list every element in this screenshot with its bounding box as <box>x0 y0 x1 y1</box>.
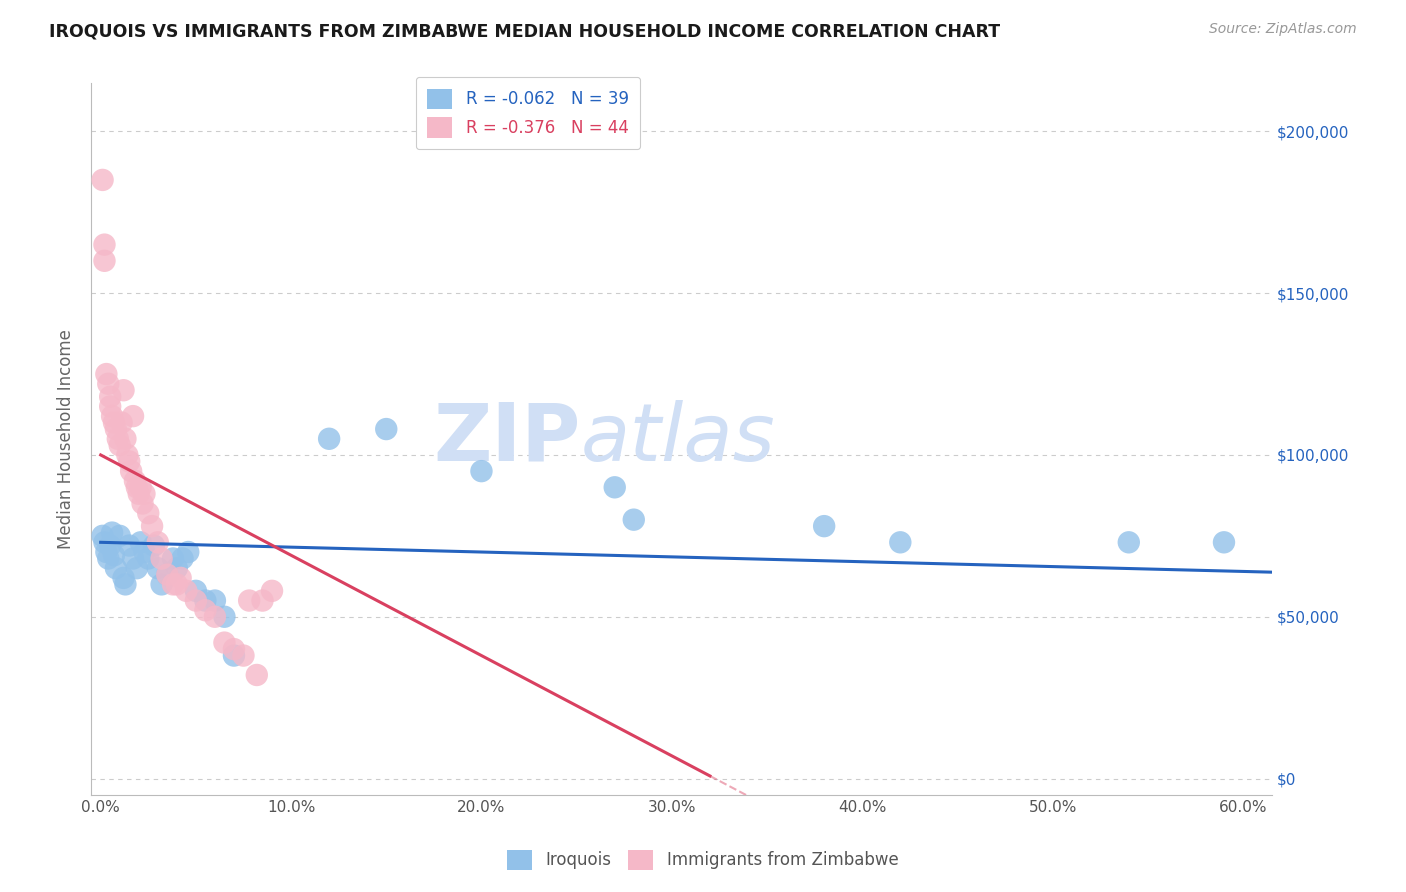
Point <box>131 496 153 510</box>
Point <box>166 577 188 591</box>
Point <box>176 583 198 598</box>
Point <box>184 583 207 598</box>
Point <box>889 535 911 549</box>
Point <box>162 577 184 591</box>
Point <box>101 525 124 540</box>
Point <box>91 529 114 543</box>
Point <box>603 480 626 494</box>
Point <box>108 438 131 452</box>
Point <box>172 551 194 566</box>
Point <box>470 464 492 478</box>
Point <box>93 237 115 252</box>
Point <box>136 506 159 520</box>
Point <box>98 390 121 404</box>
Text: ZIP: ZIP <box>434 400 581 478</box>
Point <box>318 432 340 446</box>
Text: atlas: atlas <box>581 400 776 478</box>
Point <box>214 609 236 624</box>
Point <box>104 561 127 575</box>
Point <box>169 571 191 585</box>
Point <box>166 561 188 575</box>
Point <box>246 668 269 682</box>
Point <box>120 464 142 478</box>
Point <box>97 551 120 566</box>
Point <box>134 487 156 501</box>
Point <box>93 253 115 268</box>
Point <box>96 545 118 559</box>
Text: IROQUOIS VS IMMIGRANTS FROM ZIMBABWE MEDIAN HOUSEHOLD INCOME CORRELATION CHART: IROQUOIS VS IMMIGRANTS FROM ZIMBABWE MED… <box>49 22 1000 40</box>
Legend: Iroquois, Immigrants from Zimbabwe: Iroquois, Immigrants from Zimbabwe <box>501 843 905 877</box>
Point <box>122 409 145 424</box>
Point <box>114 577 136 591</box>
Point <box>156 567 179 582</box>
Point <box>214 635 236 649</box>
Point <box>252 593 274 607</box>
Point <box>128 487 150 501</box>
Point <box>150 551 173 566</box>
Point <box>122 551 145 566</box>
Point <box>177 545 200 559</box>
Point <box>162 551 184 566</box>
Point <box>194 593 217 607</box>
Point <box>146 535 169 549</box>
Point <box>112 571 135 585</box>
Legend: R = -0.062   N = 39, R = -0.376   N = 44: R = -0.062 N = 39, R = -0.376 N = 44 <box>416 77 640 149</box>
Point <box>204 609 226 624</box>
Point <box>184 593 207 607</box>
Point <box>117 448 139 462</box>
Point <box>91 173 114 187</box>
Point <box>97 376 120 391</box>
Point <box>260 583 283 598</box>
Point <box>103 548 125 562</box>
Point <box>112 383 135 397</box>
Point <box>134 545 156 559</box>
Point <box>114 432 136 446</box>
Point <box>101 409 124 424</box>
Point <box>813 519 835 533</box>
Point <box>104 422 127 436</box>
Point <box>136 551 159 566</box>
Point <box>96 367 118 381</box>
Point <box>1118 535 1140 549</box>
Point <box>118 539 141 553</box>
Point <box>204 593 226 607</box>
Point <box>108 529 131 543</box>
Point <box>143 539 166 553</box>
Point <box>129 480 152 494</box>
Point <box>93 535 115 549</box>
Point <box>146 561 169 575</box>
Point <box>118 454 141 468</box>
Point <box>222 648 245 663</box>
Point <box>141 519 163 533</box>
Point <box>110 416 132 430</box>
Point <box>156 567 179 582</box>
Point <box>125 480 148 494</box>
Point <box>1213 535 1236 549</box>
Point <box>238 593 260 607</box>
Text: Source: ZipAtlas.com: Source: ZipAtlas.com <box>1209 22 1357 37</box>
Point <box>107 432 129 446</box>
Point <box>232 648 254 663</box>
Point <box>124 474 146 488</box>
Point <box>125 561 148 575</box>
Point <box>194 603 217 617</box>
Point <box>129 535 152 549</box>
Point <box>98 400 121 414</box>
Y-axis label: Median Household Income: Median Household Income <box>58 329 75 549</box>
Point <box>98 539 121 553</box>
Point <box>150 577 173 591</box>
Point <box>375 422 398 436</box>
Point <box>623 513 645 527</box>
Point <box>103 416 125 430</box>
Point <box>222 642 245 657</box>
